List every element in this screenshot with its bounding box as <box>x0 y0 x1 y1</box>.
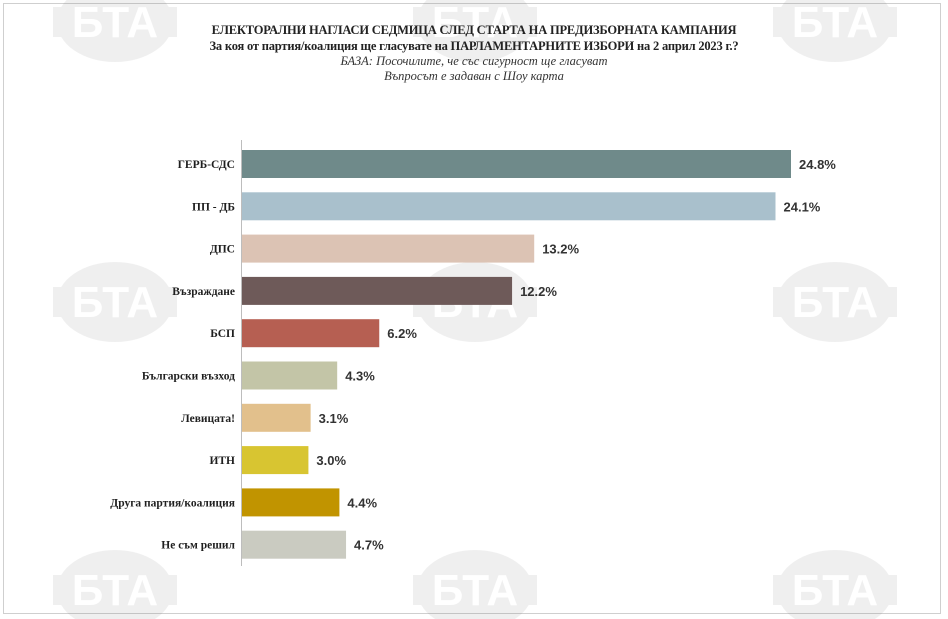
bar <box>242 530 347 559</box>
bta-watermark-logo: БТА <box>53 0 177 62</box>
bar <box>242 150 791 178</box>
category-label: Възраждане <box>172 286 235 298</box>
watermark-text: БТА <box>792 0 878 47</box>
base-note: БАЗА: Посочилите, че със сигурност ще гл… <box>340 54 608 68</box>
bta-watermark-logo: БТА <box>773 550 897 619</box>
watermark-text: БТА <box>792 278 878 327</box>
bar <box>242 446 309 475</box>
chart-subtitle: За коя от партия/коалиция ще гласувате н… <box>209 39 739 53</box>
bar <box>242 234 535 263</box>
chart-header: ЕЛЕКТОРАЛНИ НАГЛАСИ СЕДМИЦА СЛЕД СТАРТА … <box>0 22 948 84</box>
watermark-text: БТА <box>432 0 518 47</box>
chart-frame <box>3 3 941 614</box>
bar <box>242 192 776 221</box>
bar <box>242 488 340 517</box>
category-label: Не съм решил <box>161 540 235 552</box>
bta-watermark-logo: БТА <box>413 550 537 619</box>
category-label: ИТН <box>209 455 235 467</box>
category-label: ДПС <box>210 244 235 256</box>
bar <box>242 361 338 390</box>
bars-group: ГЕРБ-СДС 24.8% ПП - ДБ 24.1% ДПС 13.2% Възражд… <box>110 150 836 559</box>
watermark-text: БТА <box>72 0 158 47</box>
value-label: 4.7% <box>354 538 384 553</box>
watermark-text: БТА <box>792 566 878 615</box>
watermark-layer: БТАБТАБТАБТАБТАБТАБТАБТАБТА <box>53 0 897 619</box>
bta-watermark-logo: БТА <box>53 550 177 619</box>
value-label: 6.2% <box>387 326 417 341</box>
value-label: 13.2% <box>542 242 579 257</box>
value-label: 3.1% <box>319 411 349 426</box>
value-label: 24.1% <box>784 199 821 214</box>
value-label: 12.2% <box>520 284 557 299</box>
value-label: 24.8% <box>799 157 836 172</box>
bta-watermark-logo: БТА <box>773 0 897 62</box>
category-label: БСП <box>210 328 235 340</box>
category-label: ГЕРБ-СДС <box>178 159 235 171</box>
watermark-text: БТА <box>432 566 518 615</box>
bta-watermark-logo: БТА <box>413 0 537 62</box>
watermark-text: БТА <box>72 566 158 615</box>
watermark-text: БТА <box>72 278 158 327</box>
category-label: Български възход <box>142 371 235 383</box>
value-label: 4.4% <box>347 495 377 510</box>
bar <box>242 276 513 305</box>
bta-watermark-logo: БТА <box>773 262 897 342</box>
bta-watermark-logo: БТА <box>53 262 177 342</box>
question-note: Въпросът е задаван с Шоу карта <box>384 69 564 83</box>
value-label: 4.3% <box>345 369 375 384</box>
bar <box>242 319 380 348</box>
value-label: 3.0% <box>316 453 346 468</box>
chart-title: ЕЛЕКТОРАЛНИ НАГЛАСИ СЕДМИЦА СЛЕД СТАРТА … <box>211 23 737 37</box>
category-label: Левицата! <box>181 413 235 425</box>
bar <box>242 403 311 432</box>
category-label: ПП - ДБ <box>192 201 235 213</box>
category-label: Друга партия/коалиция <box>110 497 235 509</box>
